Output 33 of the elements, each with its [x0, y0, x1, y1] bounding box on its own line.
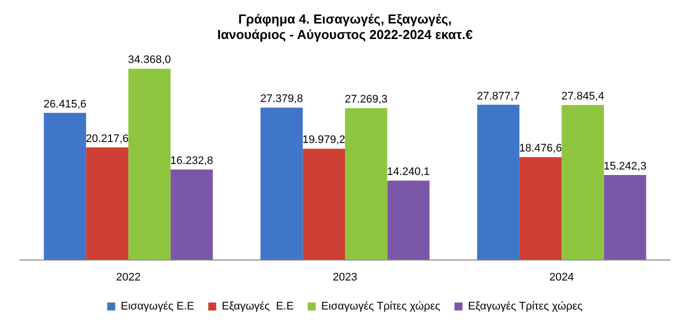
- bar: [260, 108, 303, 260]
- bar: [604, 175, 646, 260]
- data-label: 14.240,1: [386, 166, 430, 178]
- bar: [519, 157, 562, 260]
- x-tick-label: 2023: [332, 271, 358, 284]
- legend-label: Εξαγωγές Ε.Ε: [222, 300, 294, 313]
- bar: [477, 104, 520, 260]
- bar: [170, 170, 213, 260]
- bar: [44, 112, 86, 260]
- x-tick-label: 2024: [549, 271, 574, 284]
- data-label: 27.845,4: [561, 90, 604, 103]
- legend-label: Εξαγωγές Τρίτες χώρες: [468, 300, 583, 313]
- bar: [562, 104, 604, 260]
- data-label: 27.269,3: [344, 94, 388, 106]
- data-label: 34.368,0: [128, 54, 171, 66]
- data-label: 27.379,8: [260, 93, 304, 106]
- data-label: 20.217,6: [86, 132, 129, 145]
- bar: [345, 108, 388, 260]
- bar: [302, 148, 345, 260]
- data-label: 26.415,6: [44, 98, 86, 110]
- legend-label: Εισαγωγές Ε.Ε: [120, 300, 194, 313]
- text: Ιανουάριος - Αύγουστος 2022-2024 εκατ.€: [217, 26, 473, 42]
- data-label: 18.476,6: [519, 142, 562, 155]
- text: Γράφημα 4. Εισαγωγές, Εξαγωγές,: [238, 11, 452, 26]
- bar: [86, 147, 128, 260]
- bar: [128, 68, 171, 260]
- bar: [387, 180, 430, 260]
- data-label: 15.242,3: [604, 160, 646, 173]
- data-label: 16.232,8: [170, 155, 214, 168]
- x-tick-label: 2022: [116, 271, 141, 284]
- data-label: 27.877,7: [476, 90, 520, 102]
- legend-label: Εισαγωγές Τρίτες χώρες: [321, 300, 440, 313]
- data-label: 19.979,2: [302, 134, 346, 146]
